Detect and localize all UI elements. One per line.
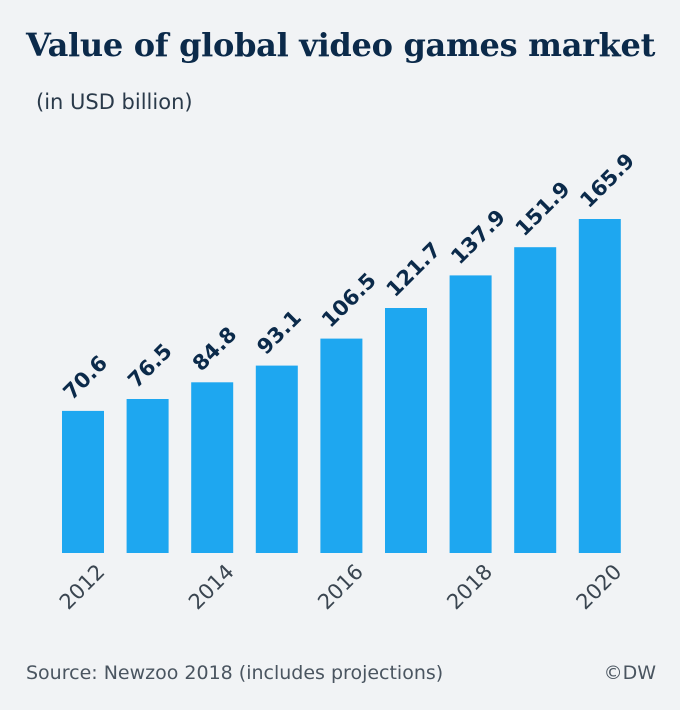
value-label-2014: 84.8 (188, 322, 242, 376)
copyright-credit: ©DW (603, 662, 656, 684)
bar-2014 (191, 382, 234, 553)
value-label-2013: 76.5 (123, 339, 177, 393)
value-label-2012: 70.6 (59, 351, 113, 405)
chart-title: Value of global video games market (26, 26, 656, 64)
bar-2016 (320, 338, 363, 553)
value-label-2020: 165.9 (575, 149, 639, 213)
x-tick-label-2012: 2012 (55, 560, 110, 615)
chart-subtitle: (in USD billion) (36, 90, 193, 114)
bar-2017 (385, 308, 427, 553)
bar-2020 (578, 219, 621, 553)
source-note: Source: Newzoo 2018 (includes projection… (26, 662, 444, 684)
x-tick-label-2014: 2014 (184, 560, 239, 615)
value-label-2016: 106.5 (317, 268, 381, 332)
bar-2013 (126, 399, 169, 553)
value-label-2019: 151.9 (511, 177, 575, 241)
x-tick-label-2018: 2018 (442, 560, 497, 615)
value-label-2015: 93.1 (252, 306, 306, 360)
bar-2019 (514, 247, 557, 553)
bar-2015 (255, 365, 298, 553)
value-label-2018: 137.9 (446, 205, 510, 269)
x-tick-label-2020: 2020 (572, 560, 627, 615)
bar-2018 (449, 275, 492, 553)
x-tick-label-2016: 2016 (313, 560, 368, 615)
value-label-2017: 121.7 (382, 238, 446, 302)
bar-2012 (62, 410, 104, 553)
